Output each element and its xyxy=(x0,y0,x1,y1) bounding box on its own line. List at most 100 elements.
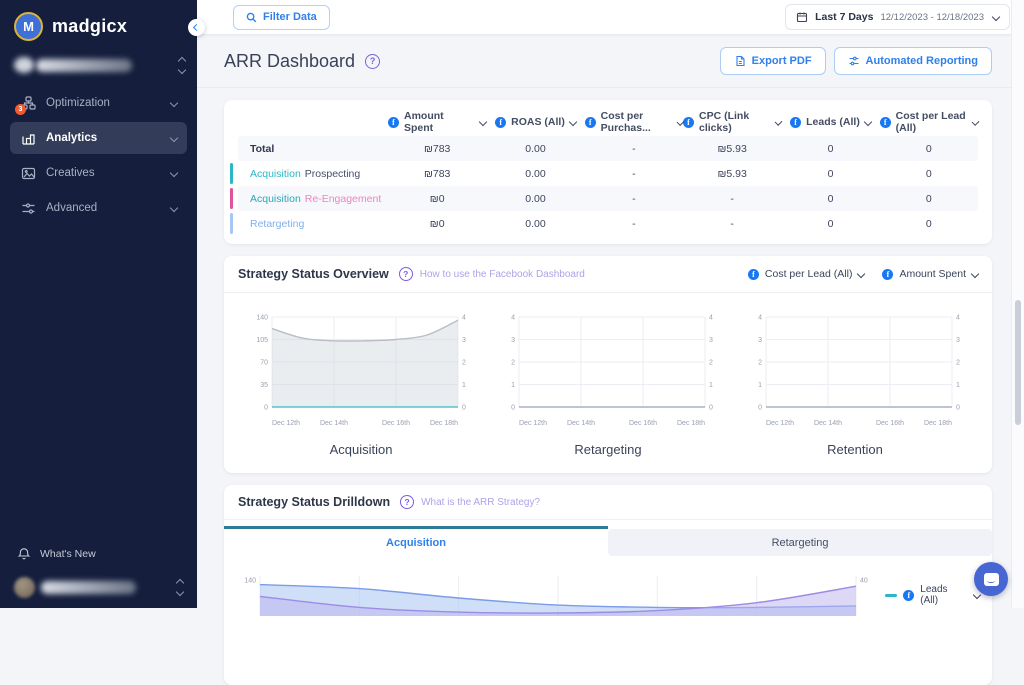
scrollbar-thumb[interactable] xyxy=(1015,300,1021,425)
chart-title: Retention xyxy=(827,442,883,457)
svg-text:Dec 12th: Dec 12th xyxy=(519,420,547,427)
svg-text:Dec 18th: Dec 18th xyxy=(924,420,952,427)
row-accent-bar xyxy=(230,188,233,209)
account-switcher[interactable] xyxy=(14,51,187,79)
sidebar-collapse-button[interactable] xyxy=(188,19,205,36)
chevron-down-icon xyxy=(863,117,873,127)
cell-amount-spent: ₪0 xyxy=(429,217,445,230)
account-switch-chevrons-icon xyxy=(177,56,187,74)
cell-roas: 0.00 xyxy=(525,142,546,155)
filter-data-button[interactable]: Filter Data xyxy=(233,4,330,30)
table-row-acquisition-prospecting: Acquisition Prospecting ₪783 0.00 - ₪5.9… xyxy=(230,161,978,186)
cell-leads: 0 xyxy=(827,142,834,155)
sidebar: M madgicx 3 Optimization xyxy=(0,0,197,608)
chevron-left-icon xyxy=(192,23,201,32)
svg-text:3: 3 xyxy=(956,337,960,344)
svg-text:0: 0 xyxy=(956,405,960,412)
row-label[interactable]: Acquisition Re-Engagement xyxy=(250,192,382,205)
svg-text:4: 4 xyxy=(956,315,960,322)
row-label[interactable]: Acquisition Prospecting xyxy=(250,167,361,180)
svg-text:Dec 16th: Dec 16th xyxy=(876,420,904,427)
section-help-icon[interactable]: ? xyxy=(398,267,413,281)
row-label: Total xyxy=(250,142,275,155)
facebook-icon: f xyxy=(388,116,399,128)
automated-reporting-label: Automated Reporting xyxy=(865,55,978,67)
cell-cost-per-purchase: - xyxy=(632,192,636,205)
logo: M madgicx xyxy=(0,0,197,47)
tab-retargeting[interactable]: Retargeting xyxy=(608,529,992,556)
section-title: Strategy Status Drilldown xyxy=(238,495,391,509)
svg-text:4: 4 xyxy=(462,315,466,322)
chat-widget-button[interactable] xyxy=(974,562,1008,596)
metric-dropdown-amount-spent[interactable]: f Amount Spent xyxy=(882,268,980,280)
madgicx-logo-icon: M xyxy=(14,12,43,41)
svg-text:70: 70 xyxy=(260,360,268,367)
user-menu[interactable] xyxy=(14,577,185,598)
export-pdf-icon xyxy=(736,55,745,67)
facebook-icon: f xyxy=(683,116,694,128)
strategy-status-overview-card: Strategy Status Overview ? How to use th… xyxy=(224,256,992,473)
date-range-picker[interactable]: Last 7 Days 12/12/2023 - 12/18/2023 xyxy=(785,4,1010,30)
chevron-down-icon xyxy=(857,269,866,279)
sidebar-item-advanced[interactable]: Advanced xyxy=(10,192,187,224)
column-header-cpc[interactable]: f CPC (Link clicks) xyxy=(683,110,783,134)
row-accent-bar xyxy=(230,163,233,184)
topbar: Filter Data Last 7 Days 12/12/2023 - 12/… xyxy=(197,0,1024,35)
svg-text:Dec 14th: Dec 14th xyxy=(567,420,595,427)
svg-text:3: 3 xyxy=(511,337,515,344)
cell-cpc: ₪5.93 xyxy=(717,142,747,155)
column-header-cost-per-lead[interactable]: f Cost per Lead (All) xyxy=(879,110,980,134)
date-preset-label: Last 7 Days xyxy=(815,11,874,23)
acquisition-chart: 140 105 70 35 0 4 3 2 1 0 Dec 12th Dec 14th Dec 16th… xyxy=(256,315,466,428)
svg-text:105: 105 xyxy=(256,337,268,344)
metrics-table-card: f Amount Spent f ROAS (All) f Cost per P… xyxy=(224,100,992,244)
column-header-amount-spent[interactable]: f Amount Spent xyxy=(388,110,488,134)
sidebar-item-optimization[interactable]: 3 Optimization xyxy=(10,87,187,119)
svg-text:40: 40 xyxy=(860,578,868,585)
section-help-icon[interactable]: ? xyxy=(400,495,415,509)
chevron-down-icon xyxy=(169,168,179,178)
retention-chart: 4 3 2 1 0 4 3 2 1 0 Dec 12th Dec 14th Dec 16th Dec 18… xyxy=(758,315,960,428)
tab-acquisition[interactable]: Acquisition xyxy=(224,526,608,556)
svg-text:140: 140 xyxy=(256,315,268,322)
export-pdf-button[interactable]: Export PDF xyxy=(719,47,826,75)
cell-amount-spent: ₪0 xyxy=(429,192,445,205)
row-label[interactable]: Retargeting xyxy=(250,217,305,230)
column-header-roas[interactable]: f ROAS (All) xyxy=(486,116,584,128)
facebook-icon: f xyxy=(747,268,759,280)
page-header: ARR Dashboard ? Export PDF Automated Rep… xyxy=(197,35,1024,88)
chevron-down-icon xyxy=(169,203,179,213)
section-title: Strategy Status Overview xyxy=(238,267,389,281)
sidebar-item-analytics[interactable]: Analytics xyxy=(10,122,187,154)
svg-text:0: 0 xyxy=(709,405,713,412)
export-pdf-label: Export PDF xyxy=(751,55,812,67)
page-help-icon[interactable]: ? xyxy=(365,53,381,69)
column-header-leads[interactable]: f Leads (All) xyxy=(781,116,879,128)
drilldown-legend-dropdown[interactable]: f Leads (All) xyxy=(885,584,982,606)
sidebar-item-creatives[interactable]: Creatives xyxy=(10,157,187,189)
automated-reporting-button[interactable]: Automated Reporting xyxy=(833,47,992,75)
sidebar-item-label: Analytics xyxy=(46,132,98,144)
cell-leads: 0 xyxy=(827,217,834,230)
user-switch-chevrons-icon xyxy=(175,578,185,597)
chat-icon xyxy=(983,572,999,586)
cell-leads: 0 xyxy=(827,192,834,205)
avatar xyxy=(14,577,35,598)
svg-text:3: 3 xyxy=(462,337,466,344)
date-range-label: 12/12/2023 - 12/18/2023 xyxy=(880,11,984,23)
svg-text:140: 140 xyxy=(244,578,256,585)
svg-text:2: 2 xyxy=(758,360,762,367)
sidebar-item-label: Creatives xyxy=(46,167,95,179)
row-accent-bar xyxy=(230,213,233,234)
column-header-cost-per-purchase[interactable]: f Cost per Purchas... xyxy=(584,110,685,134)
sidebar-item-label: Advanced xyxy=(46,202,98,214)
drilldown-help-link[interactable]: What is the ARR Strategy? xyxy=(421,496,541,508)
strategy-status-drilldown-card: Strategy Status Drilldown ? What is the … xyxy=(224,485,992,685)
main-content: Filter Data Last 7 Days 12/12/2023 - 12/… xyxy=(197,0,1024,685)
metric-dropdown-cost-per-lead[interactable]: f Cost per Lead (All) xyxy=(747,268,866,280)
overview-help-link[interactable]: How to use the Facebook Dashboard xyxy=(419,268,585,280)
svg-text:2: 2 xyxy=(511,360,515,367)
whats-new-link[interactable]: What's New xyxy=(17,547,197,561)
calendar-icon xyxy=(797,12,808,23)
drilldown-tabs: Acquisition Retargeting xyxy=(224,526,992,556)
